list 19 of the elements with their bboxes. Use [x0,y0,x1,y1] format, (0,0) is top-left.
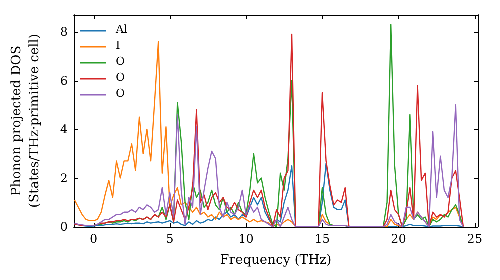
x-tick-label: 5 [166,232,174,246]
legend-label: O [116,87,126,100]
y-axis-title: Phonon projected DOS (States/THz·primitive cell) [10,34,42,208]
x-tick-label: 15 [314,232,330,246]
y-tick-label: 8 [60,25,68,40]
x-axis-title: Frequency (THz) [220,253,332,268]
y-tick-label: 2 [60,171,68,186]
x-tick-label: 10 [238,232,254,246]
legend-label: O [116,71,126,84]
x-tick-label: 20 [391,232,406,246]
legend-label: Al [115,23,128,36]
y-tick-label: 4 [60,122,68,137]
x-tick-label: 0 [90,232,98,246]
x-tick-label: 25 [467,232,483,246]
y-tick-label: 0 [60,220,68,234]
y-tick-label: 6 [60,74,68,88]
line-series [74,104,464,228]
legend-label: O [116,55,126,68]
legend-label: I [116,39,120,52]
